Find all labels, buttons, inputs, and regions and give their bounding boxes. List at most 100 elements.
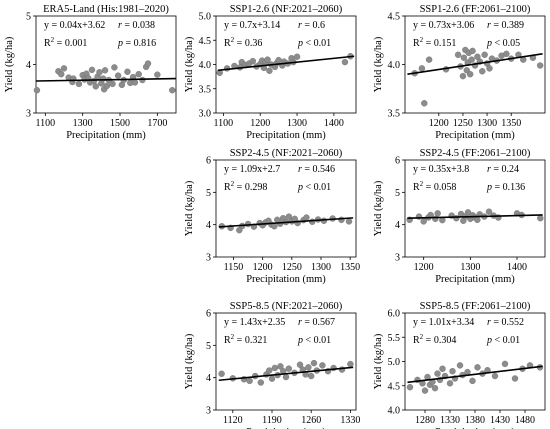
- y-tick-label: 4.5: [199, 36, 212, 47]
- data-point: [308, 372, 315, 380]
- y-tick-label: 4: [206, 373, 211, 384]
- r-squared-value: R2 = 0.001: [44, 36, 87, 49]
- r-value: r = 0.038: [118, 20, 155, 31]
- p-number: < 0.01: [306, 38, 332, 49]
- data-point: [501, 360, 509, 368]
- data-point: [282, 373, 290, 381]
- r-squared-number: 0.298: [245, 182, 268, 193]
- x-tick-label: 1120: [223, 415, 243, 426]
- data-point: [434, 370, 441, 377]
- data-point: [303, 214, 310, 221]
- data-point: [277, 363, 284, 370]
- y-tick-label: 4.5: [388, 381, 401, 392]
- y-tick-label: 5.5: [388, 333, 401, 344]
- regression-line: [407, 365, 543, 384]
- data-point: [345, 218, 353, 225]
- x-tick-label: 1200: [250, 118, 270, 129]
- y-tick-label: 5: [26, 12, 31, 23]
- panel-p7: SSP5-8.5 (FF:2061–2100) 1280 1330 1380 1430 1…: [373, 301, 546, 429]
- p-symbol: p: [297, 335, 303, 346]
- r-value: r = 0.552: [487, 317, 524, 328]
- x-axis-label: Precipitation (mm): [246, 130, 326, 141]
- data-point: [485, 208, 493, 215]
- y-tick-label: 6: [206, 156, 211, 167]
- data-point: [271, 223, 278, 230]
- r-squared-number: 0.151: [434, 38, 457, 49]
- r-symbol: r: [118, 20, 122, 31]
- r-squared-number: 0.36: [245, 38, 263, 49]
- data-point: [421, 387, 429, 394]
- regression-line: [35, 77, 177, 82]
- x-axis-label: Precipitation (mm): [66, 130, 146, 141]
- x-tick-label: 1400: [507, 262, 527, 273]
- r-number: 0.24: [502, 164, 520, 175]
- r-squared-value: R2 = 0.321: [224, 333, 267, 346]
- p-value: p < 0.05: [486, 38, 520, 49]
- r-symbol: r: [298, 20, 302, 31]
- x-tick-label: 1500: [110, 118, 130, 129]
- y-tick-label: 6: [395, 156, 400, 167]
- x-tick-label: 1300: [460, 262, 480, 273]
- superscript-2: 2: [420, 36, 424, 44]
- y-axis-label: Yield (kg/ha): [184, 36, 195, 92]
- y-tick-label: 3: [395, 253, 400, 264]
- data-point: [453, 214, 460, 222]
- r-squared-value: R2 = 0.058: [413, 180, 456, 193]
- data-point: [264, 56, 271, 63]
- data-point: [268, 375, 276, 382]
- r-squared-equals: =: [234, 335, 245, 346]
- p-value: p < 0.01: [297, 335, 331, 346]
- p-value: p < 0.01: [486, 335, 520, 346]
- data-point: [503, 50, 510, 58]
- data-point: [469, 377, 476, 385]
- data-point: [99, 75, 107, 82]
- r-number: 0.389: [502, 20, 525, 31]
- plot-frame: [215, 159, 357, 258]
- data-point: [169, 87, 176, 94]
- y-tick-label: 4: [395, 220, 400, 231]
- data-point: [218, 370, 225, 377]
- data-point: [114, 72, 122, 79]
- data-point: [469, 47, 476, 55]
- y-tick-label: 3: [26, 109, 31, 120]
- r-value: r = 0.24: [487, 164, 519, 175]
- y-tick-label: 6.0: [388, 309, 401, 320]
- x-tick-label: 1350: [340, 262, 360, 273]
- x-tick-label: 1300: [287, 118, 307, 129]
- r-number: 0.546: [313, 164, 336, 175]
- r-squared-equals: =: [423, 182, 434, 193]
- regression-equation: y = 0.35x+3.8: [413, 164, 469, 175]
- x-tick-label: 1200: [429, 118, 449, 129]
- data-point: [421, 100, 428, 107]
- x-tick-label: 1260: [301, 415, 321, 426]
- data-point: [446, 380, 454, 387]
- regression-line: [217, 55, 355, 72]
- regression-equation: y = 0.04x+3.62: [44, 20, 105, 31]
- data-point: [474, 216, 481, 224]
- plot-frame: [215, 312, 357, 411]
- r-squared-number: 0.304: [434, 335, 457, 346]
- x-tick-label: 1280: [415, 415, 435, 426]
- data-point: [425, 56, 433, 63]
- superscript-2: 2: [231, 180, 235, 188]
- data-point: [154, 71, 161, 78]
- r-symbol: r: [298, 164, 302, 175]
- data-point: [449, 368, 456, 375]
- data-point: [144, 60, 152, 67]
- data-point: [406, 384, 414, 391]
- y-tick-label: 6: [206, 309, 211, 320]
- panel-title: SSP5-8.5 (FF:2061–2100): [420, 301, 531, 312]
- p-symbol: p: [486, 335, 492, 346]
- p-number: < 0.01: [306, 182, 332, 193]
- data-point: [58, 70, 65, 78]
- p-number: < 0.05: [495, 38, 521, 49]
- data-point: [296, 361, 304, 368]
- r-squared-value: R2 = 0.304: [413, 333, 456, 346]
- p-symbol: p: [486, 182, 492, 193]
- panel-p4: SSP2-4.5 (NF:2021–2060) 1150 1200 1250 1300 1…: [184, 148, 360, 285]
- data-point: [293, 53, 301, 60]
- data-point: [338, 216, 345, 224]
- panel-title: SSP5-8.5 (NF:2021–2060): [230, 301, 343, 312]
- data-point: [101, 67, 109, 74]
